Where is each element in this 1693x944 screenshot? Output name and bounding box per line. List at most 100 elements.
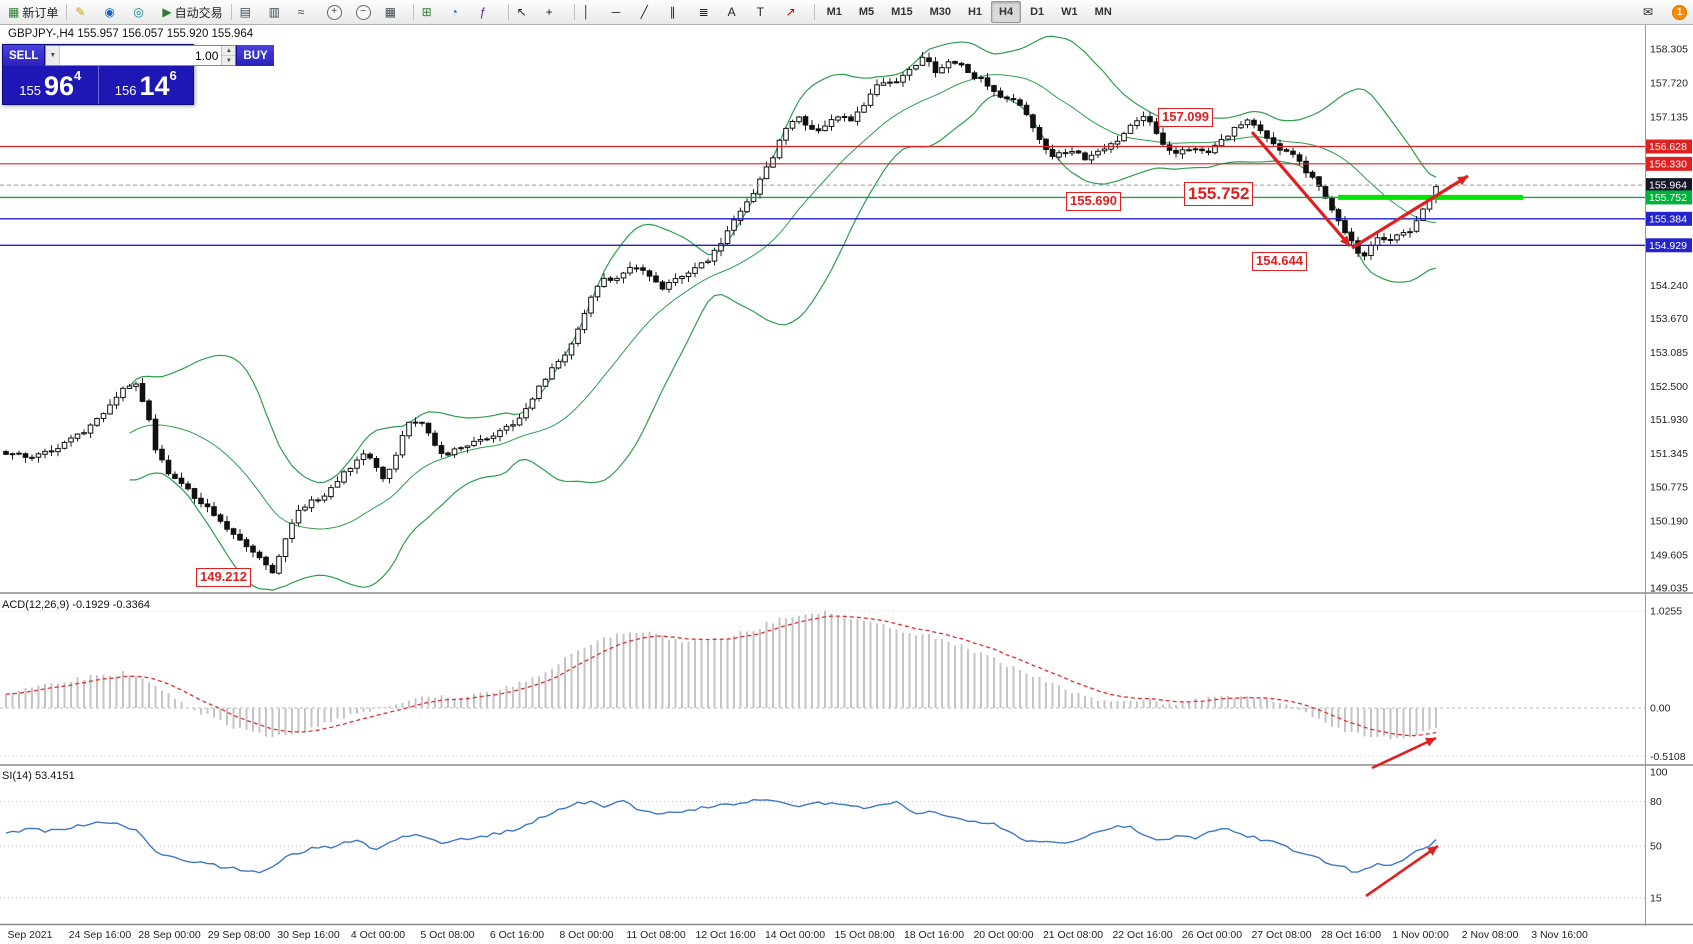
buy-price[interactable]: 156 14 6 [99, 66, 194, 104]
buy-price-base: 156 [114, 82, 137, 98]
indicators-button[interactable]: ƒ [476, 1, 504, 23]
new-order-button[interactable]: ▦ 新订单 [4, 1, 62, 23]
volume-dropdown-icon[interactable]: ▼ [46, 46, 61, 65]
toolbar-separator [573, 4, 575, 20]
price-annotation[interactable]: 157.099 [1158, 108, 1213, 127]
svg-text:151.930: 151.930 [1650, 414, 1688, 426]
svg-text:30 Sep 16:00: 30 Sep 16:00 [277, 929, 340, 941]
fibonacci-icon: ≣ [698, 5, 709, 19]
svg-text:24 Sep 16:00: 24 Sep 16:00 [69, 929, 132, 941]
zoom-out-button[interactable]: − [352, 1, 380, 23]
chart-area: 158.305 157.720 157.135 154.240 153.670 153.0… [0, 24, 1693, 944]
trendline-icon: ╱ [640, 5, 648, 19]
svg-text:27 Oct 08:00: 27 Oct 08:00 [1251, 929, 1311, 941]
indicators-icon: ƒ [479, 5, 487, 19]
svg-text:2 Nov 08:00: 2 Nov 08:00 [1462, 929, 1519, 941]
svg-text:14 Oct 00:00: 14 Oct 00:00 [765, 929, 825, 941]
navigator-icon: ◎ [133, 5, 144, 19]
autotrading-button[interactable]: ▶ 自动交易 [158, 1, 226, 23]
svg-text:150.775: 150.775 [1650, 481, 1688, 493]
price-chart[interactable]: 158.305 157.720 157.135 154.240 153.670 153.0… [0, 24, 1693, 944]
zoom-in-button[interactable]: + [323, 1, 351, 23]
zoom-in-icon: + [326, 4, 342, 20]
arrows-tool-button[interactable]: ↗ [782, 1, 810, 23]
message-icon[interactable]: ✉ [1643, 5, 1654, 19]
autotrading-icon: ▶ [162, 5, 172, 19]
profiles-button[interactable]: ◔ [447, 1, 475, 23]
crosshair-button[interactable]: + [542, 1, 570, 23]
volume-input[interactable] [60, 46, 222, 65]
tf-mn-button[interactable]: MN [1087, 1, 1120, 23]
sell-price[interactable]: 155 96 4 [3, 66, 99, 104]
tf-h4-button[interactable]: H4 [991, 1, 1022, 23]
metaeditor-button[interactable]: ✎ [71, 1, 99, 23]
volume-increase-icon[interactable]: ▲ [222, 46, 236, 56]
svg-text:153.670: 153.670 [1650, 313, 1688, 325]
tf-m30-button[interactable]: M30 [922, 1, 959, 23]
crosshair-icon: + [545, 5, 553, 19]
cursor-button[interactable]: ↖ [513, 1, 541, 23]
tf-m15-label: M15 [891, 6, 913, 18]
text-label-button[interactable]: T [753, 1, 781, 23]
svg-text:151.345: 151.345 [1650, 448, 1688, 460]
toolbar-separator [507, 4, 509, 20]
horizontal-line-button[interactable]: ─ [608, 1, 636, 23]
svg-text:157.135: 157.135 [1650, 112, 1688, 124]
price-annotation[interactable]: 155.690 [1066, 192, 1121, 211]
fibonacci-button[interactable]: ≣ [695, 1, 723, 23]
svg-text:15: 15 [1650, 892, 1662, 904]
price-annotation[interactable]: 154.644 [1252, 252, 1307, 271]
chart-bars-icon: ▤ [239, 5, 251, 19]
metaeditor-icon: ✎ [75, 5, 86, 19]
tf-w1-label: W1 [1061, 6, 1078, 18]
tf-m5-button[interactable]: M5 [851, 1, 882, 23]
svg-text:-0.5108: -0.5108 [1650, 751, 1686, 763]
chart-candles-button[interactable]: ▥ [265, 1, 293, 23]
text-button[interactable]: A [724, 1, 752, 23]
sell-button[interactable]: SELL [3, 45, 46, 66]
svg-text:149.605: 149.605 [1650, 549, 1688, 561]
svg-text:154.929: 154.929 [1649, 240, 1687, 252]
navigator-button[interactable]: ◎ [129, 1, 157, 23]
tf-d1-button[interactable]: D1 [1022, 1, 1052, 23]
trade-controls-row: SELL ▼ ▲ ▼ BUY [3, 45, 274, 66]
tile-windows-button[interactable]: ▦ [381, 1, 409, 23]
tf-w1-button[interactable]: W1 [1053, 1, 1086, 23]
new-chart-button[interactable]: ⊞ [418, 1, 446, 23]
channel-button[interactable]: ∥ [666, 1, 694, 23]
vertical-line-button[interactable]: │ [579, 1, 607, 23]
market-watch-button[interactable]: ◉ [100, 1, 128, 23]
tf-h1-button[interactable]: H1 [960, 1, 990, 23]
profiles-icon: ◔ [450, 5, 458, 19]
svg-text:80: 80 [1650, 796, 1662, 808]
svg-text:1 Nov 00:00: 1 Nov 00:00 [1392, 929, 1449, 941]
trendline-button[interactable]: ╱ [637, 1, 665, 23]
toolbar-separator [412, 4, 414, 20]
svg-text:8 Oct 00:00: 8 Oct 00:00 [559, 929, 613, 941]
buy-button[interactable]: BUY [236, 45, 274, 66]
svg-text:28 Oct 16:00: 28 Oct 16:00 [1321, 929, 1381, 941]
svg-text:157.720: 157.720 [1650, 78, 1688, 90]
chart-candles-icon: ▥ [268, 5, 280, 19]
tile-windows-icon: ▦ [384, 5, 396, 19]
svg-text:18 Oct 16:00: 18 Oct 16:00 [904, 929, 964, 941]
sell-price-base: 155 [19, 82, 41, 98]
volume-spinner: ▲ ▼ [221, 46, 236, 65]
price-annotation[interactable]: 149.212 [196, 568, 251, 587]
chart-line-button[interactable]: ≈ [294, 1, 322, 23]
chart-bars-button[interactable]: ▤ [236, 1, 264, 23]
macd-indicator-label: ACD(12,26,9) -0.1929 -0.3364 [2, 599, 150, 611]
tf-m1-button[interactable]: M1 [819, 1, 850, 23]
volume-decrease-icon[interactable]: ▼ [222, 56, 236, 65]
price-annotation[interactable]: 155.752 [1184, 182, 1254, 207]
toolbar: ▦ 新订单 ✎ ◉ ◎ ▶ 自动交易 ▤ ▥ ≈ + − ▦ ⊞ ◔ ƒ ↖ + │ ─ ╱ ∥ ≣ A T ↗ M1 M5 M15 M3… [0, 0, 1693, 25]
toolbar-separator [230, 4, 232, 20]
toolbar-separator [813, 4, 815, 20]
notification-badge[interactable]: 1 [1672, 4, 1687, 20]
svg-text:155.384: 155.384 [1649, 213, 1687, 225]
tf-m30-label: M30 [929, 6, 951, 18]
svg-text:5 Oct 08:00: 5 Oct 08:00 [420, 929, 474, 941]
rsi-indicator-label: SI(14) 53.4151 [2, 770, 75, 782]
svg-text:156.330: 156.330 [1649, 158, 1687, 170]
tf-m15-button[interactable]: M15 [883, 1, 920, 23]
